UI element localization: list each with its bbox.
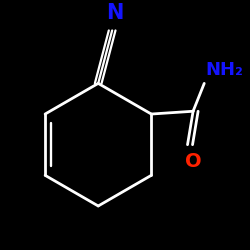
Text: O: O (185, 152, 202, 171)
Text: N: N (106, 4, 124, 24)
Text: NH₂: NH₂ (206, 61, 244, 79)
